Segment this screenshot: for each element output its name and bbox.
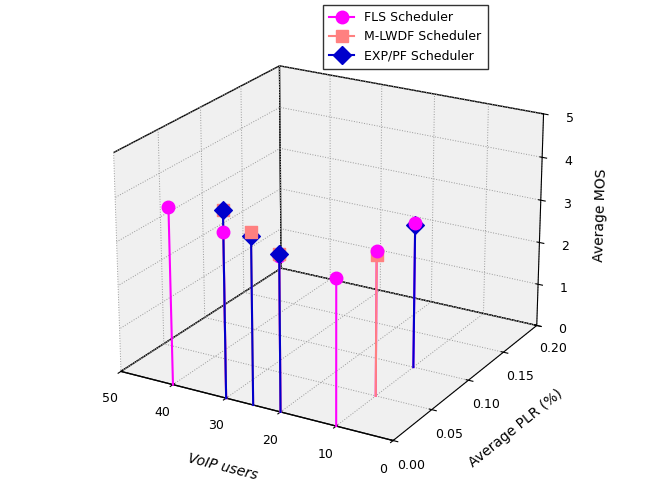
Legend: FLS Scheduler, M-LWDF Scheduler, EXP/PF Scheduler: FLS Scheduler, M-LWDF Scheduler, EXP/PF …: [323, 5, 488, 69]
Y-axis label: Average PLR (%): Average PLR (%): [466, 387, 565, 470]
X-axis label: VoIP users: VoIP users: [186, 452, 259, 483]
